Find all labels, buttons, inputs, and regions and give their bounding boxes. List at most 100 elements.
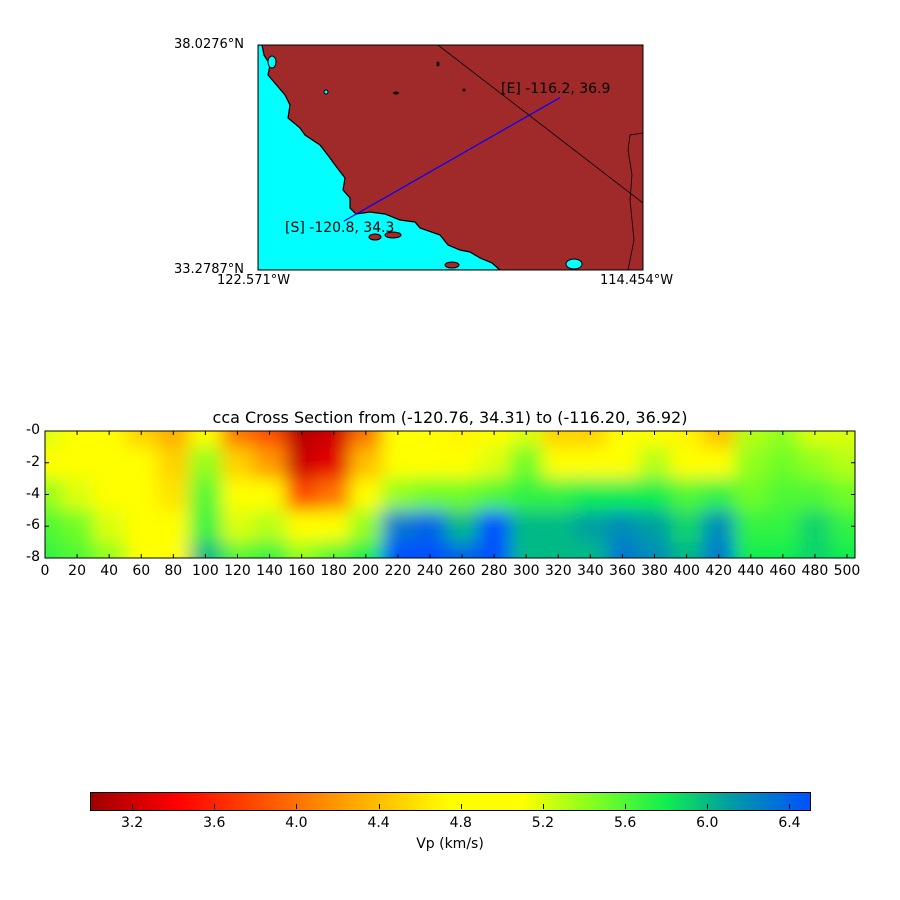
x-tick-label: 180 <box>320 563 348 579</box>
colorbar-tick-label: 4.8 <box>449 815 472 831</box>
heatmap-cell <box>253 478 287 511</box>
colorbar-tick <box>707 804 709 809</box>
heatmap-cell <box>638 431 672 448</box>
heatmap-cell <box>830 431 855 448</box>
heatmap-cell <box>253 542 287 558</box>
heatmap-cell <box>445 510 479 543</box>
heatmap-cell <box>317 446 351 480</box>
colorbar-tick-label: 4.0 <box>285 815 308 831</box>
y-tick-label: -8 <box>26 549 40 565</box>
colorbar-tick <box>296 804 298 809</box>
x-tick-label: 120 <box>224 563 251 579</box>
heatmap-cell <box>285 510 319 543</box>
x-tick-label: 40 <box>100 563 119 579</box>
heatmap-cell <box>638 446 672 480</box>
heatmap-cell <box>413 510 447 543</box>
heatmap-cell <box>606 478 639 511</box>
colorbar <box>90 792 811 811</box>
x-tick-label: 500 <box>833 563 861 579</box>
colorbar-tick-label: 6.0 <box>696 815 719 831</box>
heatmap-cell <box>638 510 672 543</box>
heatmap-cell <box>798 446 832 480</box>
heatmap-cell <box>670 478 704 511</box>
heatmap-cell <box>702 510 736 543</box>
heatmap-cell <box>702 446 736 480</box>
heatmap-cell <box>221 431 255 448</box>
heatmap-cell <box>734 446 768 480</box>
ocean-area <box>258 45 501 270</box>
x-tick-label: 460 <box>769 563 797 579</box>
colorbar-tick-label: 4.4 <box>367 815 390 831</box>
heatmap-cell <box>574 510 607 543</box>
heatmap-cell <box>445 446 479 480</box>
heatmap-cell <box>670 446 704 480</box>
heatmap-cell <box>638 542 672 558</box>
x-tick-label: 240 <box>416 563 444 579</box>
heatmap-cell <box>766 446 800 480</box>
lake <box>323 89 329 95</box>
map-frame <box>257 44 644 271</box>
start-point-label: [S] -120.8, 34.3 <box>285 220 395 236</box>
heatmap-cell <box>606 510 639 543</box>
heatmap-cell <box>45 542 62 558</box>
heatmap-cell <box>766 478 800 511</box>
heatmap-cell <box>61 542 94 558</box>
heatmap-cell <box>381 478 415 511</box>
heatmap-cell <box>125 542 158 558</box>
heatmap-cell <box>157 478 190 511</box>
heatmap-cell <box>798 542 832 558</box>
island <box>444 261 460 269</box>
heatmap-cell <box>221 446 255 480</box>
heatmap-cell <box>766 542 800 558</box>
heatmap-cell <box>734 431 768 448</box>
y-tick-label: -0 <box>26 422 40 438</box>
heatmap-cell <box>734 478 768 511</box>
heatmap-cell <box>798 510 832 543</box>
heatmap-cell <box>61 510 94 543</box>
heatmap-cell <box>157 542 190 558</box>
heatmap-cell <box>349 478 383 511</box>
colorbar-tick-label: 3.2 <box>120 815 144 831</box>
x-tick-label: 220 <box>384 563 412 579</box>
heatmap-cell <box>542 431 575 448</box>
heatmap-cell <box>221 510 255 543</box>
colorbar-label: Vp (km/s) <box>416 836 484 852</box>
y-tick-label: -4 <box>26 485 40 502</box>
heatmap-cell <box>830 446 855 480</box>
heatmap-cell <box>349 542 383 558</box>
lat-top-label: 38.0276°N <box>174 37 244 52</box>
colorbar-tick <box>378 804 380 809</box>
heatmap-cell <box>93 510 126 543</box>
heatmap-cell <box>638 478 672 511</box>
colorbar-tick <box>132 804 134 809</box>
lon-right-label: 114.454°W <box>600 273 674 288</box>
heatmap-cell <box>285 478 319 511</box>
x-tick-label: 380 <box>641 563 668 579</box>
lake <box>393 91 399 95</box>
x-tick-label: 400 <box>673 563 700 579</box>
x-tick-label: 0 <box>40 563 50 579</box>
x-tick-label: 200 <box>352 563 380 579</box>
heatmap-cell <box>766 431 800 448</box>
x-tick-label: 300 <box>512 563 540 579</box>
heatmap-cell <box>478 510 511 543</box>
colorbar-tick-label: 3.6 <box>203 815 226 831</box>
heatmap-cell <box>574 431 607 448</box>
heatmap-cell <box>45 478 62 511</box>
heatmap-cell <box>734 542 768 558</box>
heatmap-cell <box>61 478 94 511</box>
heatmap-cell <box>413 478 447 511</box>
heatmap-cell <box>61 446 94 480</box>
x-tick-label: 340 <box>576 563 604 579</box>
heatmap-cell <box>125 510 158 543</box>
heatmap-cell <box>157 446 190 480</box>
heatmap-cell <box>253 510 287 543</box>
heatmap-cell <box>478 478 511 511</box>
x-tick-label: 280 <box>480 563 508 579</box>
heatmap-cell <box>445 542 479 558</box>
lake <box>462 88 466 92</box>
heatmap-cell <box>253 446 287 480</box>
colorbar-tick <box>789 804 791 809</box>
heatmap-cell <box>381 510 415 543</box>
heatmap-cell <box>381 542 415 558</box>
